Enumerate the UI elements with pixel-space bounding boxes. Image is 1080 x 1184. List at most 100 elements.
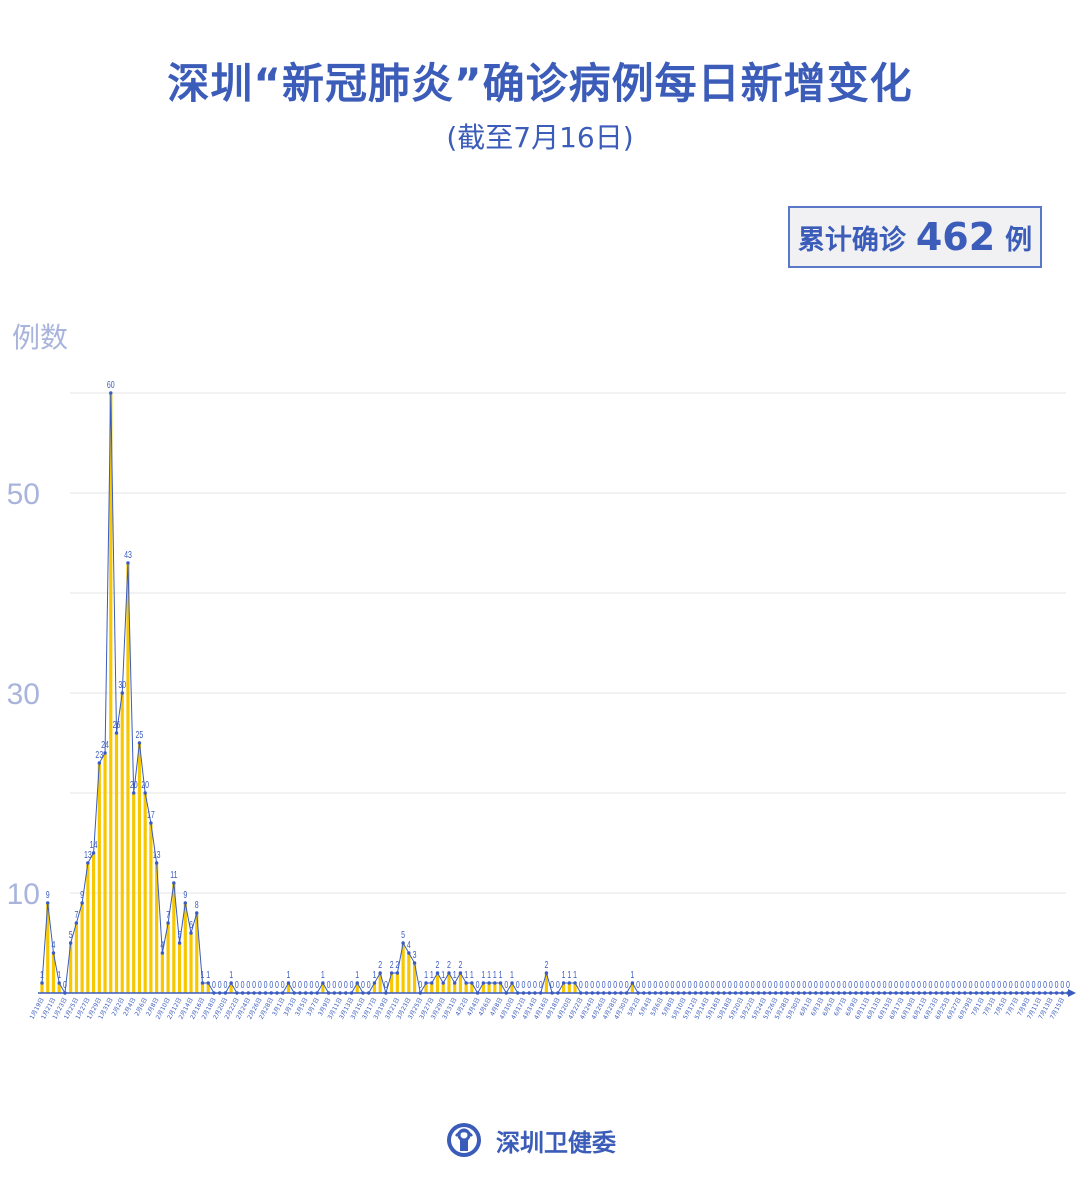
data-point bbox=[917, 991, 921, 995]
data-point bbox=[779, 991, 784, 995]
bar bbox=[487, 983, 491, 993]
data-point bbox=[303, 991, 308, 995]
data-label: 0 bbox=[802, 979, 806, 991]
data-label: 0 bbox=[963, 979, 967, 991]
bar bbox=[109, 393, 113, 993]
data-label: 0 bbox=[883, 979, 887, 991]
bar bbox=[120, 693, 124, 993]
data-label: 0 bbox=[613, 979, 617, 991]
data-point bbox=[493, 981, 497, 985]
bar bbox=[183, 903, 187, 993]
data-point bbox=[286, 981, 291, 985]
data-point bbox=[217, 991, 222, 995]
data-label: 0 bbox=[946, 979, 950, 991]
data-label: 0 bbox=[1055, 979, 1059, 991]
data-label: 4 bbox=[407, 939, 411, 951]
data-point bbox=[705, 991, 709, 995]
data-point bbox=[441, 981, 445, 985]
data-label: 0 bbox=[476, 979, 480, 991]
data-label: 24 bbox=[101, 739, 109, 751]
data-label: 0 bbox=[693, 979, 697, 991]
data-point bbox=[481, 981, 486, 985]
data-label: 0 bbox=[1014, 979, 1018, 991]
data-label: 0 bbox=[992, 979, 996, 991]
data-label: 0 bbox=[871, 979, 875, 991]
data-label: 0 bbox=[246, 979, 250, 991]
data-label: 0 bbox=[791, 979, 795, 991]
data-point bbox=[556, 991, 560, 995]
bar bbox=[407, 953, 411, 993]
data-label: 1 bbox=[373, 969, 377, 981]
bar bbox=[74, 923, 78, 993]
bar bbox=[464, 983, 468, 993]
data-point bbox=[309, 991, 314, 995]
data-point bbox=[682, 991, 686, 995]
data-point bbox=[785, 991, 789, 995]
data-label: 0 bbox=[865, 979, 869, 991]
data-point bbox=[172, 881, 176, 885]
data-point bbox=[882, 991, 887, 995]
data-label: 8 bbox=[195, 899, 199, 911]
bar bbox=[166, 923, 170, 993]
data-label: 5 bbox=[69, 929, 73, 941]
data-label: 11 bbox=[170, 869, 177, 881]
data-label: 1 bbox=[499, 969, 503, 981]
data-point bbox=[1014, 991, 1019, 995]
data-label: 0 bbox=[63, 979, 67, 991]
data-point bbox=[825, 991, 829, 995]
data-label: 0 bbox=[1066, 979, 1070, 991]
data-point bbox=[321, 981, 325, 985]
data-point bbox=[68, 941, 73, 945]
data-label: 1 bbox=[424, 969, 428, 981]
data-point bbox=[710, 991, 715, 995]
bar bbox=[378, 973, 382, 993]
bar bbox=[80, 903, 84, 993]
data-point bbox=[200, 981, 205, 985]
data-label: 0 bbox=[831, 979, 835, 991]
data-label: 0 bbox=[269, 979, 273, 991]
data-label: 0 bbox=[843, 979, 847, 991]
data-label: 1 bbox=[464, 969, 468, 981]
data-point bbox=[602, 991, 606, 995]
data-label: 0 bbox=[797, 979, 801, 991]
data-point bbox=[963, 991, 967, 995]
data-label: 0 bbox=[820, 979, 824, 991]
data-label: 2 bbox=[544, 959, 548, 971]
data-label: 1 bbox=[453, 969, 457, 981]
data-point bbox=[435, 971, 440, 975]
data-label: 0 bbox=[309, 979, 313, 991]
data-label: 0 bbox=[619, 979, 623, 991]
data-label: 0 bbox=[550, 979, 554, 991]
data-label: 0 bbox=[504, 979, 508, 991]
data-label: 0 bbox=[418, 979, 422, 991]
data-point bbox=[573, 981, 577, 985]
data-label: 0 bbox=[825, 979, 829, 991]
data-label: 1 bbox=[206, 969, 210, 981]
data-point bbox=[149, 821, 153, 825]
data-point bbox=[951, 991, 956, 995]
data-label: 5 bbox=[178, 929, 182, 941]
data-point bbox=[1043, 991, 1047, 995]
data-label: 0 bbox=[1009, 979, 1013, 991]
data-point bbox=[527, 991, 531, 995]
data-point bbox=[544, 971, 549, 975]
data-label: 0 bbox=[923, 979, 927, 991]
data-point bbox=[1031, 991, 1036, 995]
data-point bbox=[487, 981, 491, 985]
data-label: 0 bbox=[969, 979, 973, 991]
data-point bbox=[418, 991, 423, 995]
data-point bbox=[796, 991, 801, 995]
data-label: 2 bbox=[390, 959, 394, 971]
bar bbox=[57, 983, 61, 993]
data-label: 0 bbox=[671, 979, 675, 991]
data-point bbox=[791, 991, 795, 995]
data-label: 0 bbox=[235, 979, 239, 991]
data-point bbox=[1060, 991, 1064, 995]
data-label: 0 bbox=[757, 979, 761, 991]
data-point bbox=[154, 861, 159, 865]
data-point bbox=[722, 991, 726, 995]
data-point bbox=[980, 991, 984, 995]
data-label: 0 bbox=[1043, 979, 1047, 991]
bar bbox=[395, 973, 399, 993]
data-point bbox=[470, 981, 474, 985]
